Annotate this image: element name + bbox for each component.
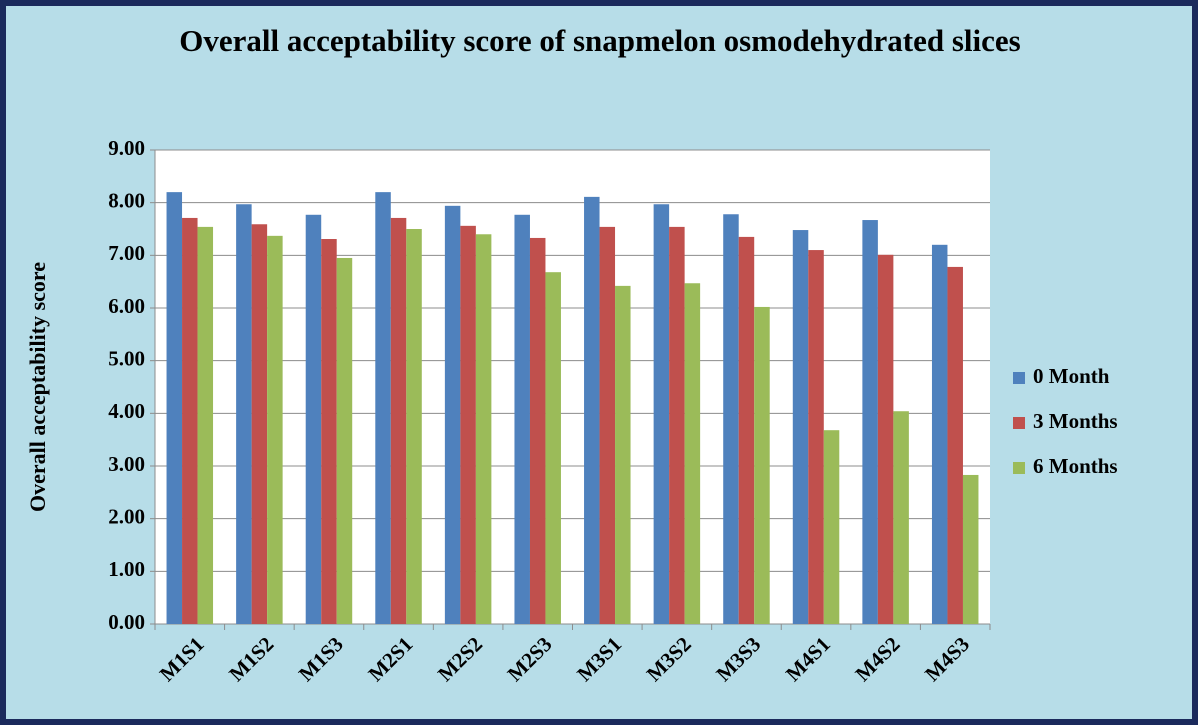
bar [684, 283, 701, 624]
y-axis-label: Overall acceptability score [25, 262, 50, 512]
bar [236, 204, 252, 624]
y-tick-label: 5.00 [108, 346, 145, 370]
bar [305, 214, 322, 624]
bar [931, 244, 948, 625]
bar [962, 474, 979, 624]
bar [754, 306, 770, 624]
y-tick-label: 1.00 [108, 557, 145, 581]
bar [792, 230, 809, 624]
bar [375, 192, 391, 624]
bar [947, 266, 963, 624]
bar [669, 226, 685, 625]
bar [584, 196, 600, 624]
legend-swatch [1013, 417, 1025, 429]
y-tick-label: 2.00 [108, 504, 145, 528]
legend-label: 0 Month [1033, 364, 1110, 388]
bar [475, 234, 492, 624]
bar [738, 236, 755, 624]
legend-swatch [1013, 462, 1025, 474]
y-tick-label: 9.00 [108, 136, 145, 160]
bar [529, 237, 546, 624]
bar [336, 257, 353, 624]
legend-label: 3 Months [1033, 409, 1118, 433]
legend-swatch [1013, 372, 1025, 384]
bar [251, 224, 268, 624]
bar [723, 214, 739, 624]
bar [166, 192, 183, 624]
y-tick-label: 8.00 [108, 188, 145, 212]
bar [321, 239, 337, 625]
bar [545, 272, 561, 624]
bar [390, 217, 407, 624]
y-tick-label: 0.00 [108, 610, 145, 634]
bar [823, 430, 840, 624]
bar [444, 205, 461, 624]
y-tick-label: 6.00 [108, 294, 145, 318]
bar [406, 229, 422, 624]
plot-area [155, 150, 990, 624]
bar [808, 250, 824, 625]
bar [862, 220, 878, 624]
bar [197, 226, 214, 625]
y-tick-label: 4.00 [108, 399, 145, 423]
bar [877, 254, 894, 624]
bar [653, 204, 670, 624]
bar [267, 235, 283, 624]
y-tick-label: 3.00 [108, 452, 145, 476]
bar [460, 225, 476, 624]
legend-label: 6 Months [1033, 454, 1118, 478]
bar [893, 411, 909, 624]
bar [615, 285, 631, 624]
y-tick-label: 7.00 [108, 241, 145, 265]
bar [599, 226, 616, 625]
bar [514, 214, 530, 624]
chart-title: Overall acceptability score of snapmelon… [179, 23, 1021, 58]
bar [182, 217, 198, 624]
